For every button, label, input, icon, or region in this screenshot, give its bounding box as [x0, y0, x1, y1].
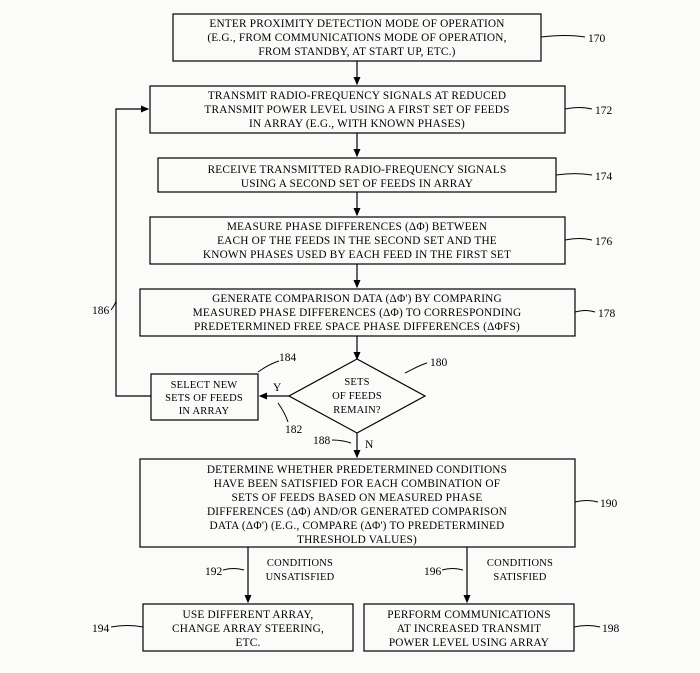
- label-unsat-1: CONDITIONS: [267, 558, 333, 569]
- ref-198: 198: [602, 623, 620, 635]
- ref-192: 192: [205, 566, 223, 578]
- ref-190: 190: [600, 498, 618, 510]
- step-178-line3: PREDETERMINED FREE SPACE PHASE DIFFERENC…: [194, 321, 520, 333]
- step-198-line3: POWER LEVEL USING ARRAY: [389, 637, 549, 649]
- ref-174: 174: [595, 171, 613, 183]
- step-190-line6: THRESHOLD VALUES): [297, 534, 417, 546]
- ref-172: 172: [595, 105, 613, 117]
- step-176-line2: EACH OF THE FEEDS IN THE SECOND SET AND …: [217, 235, 497, 247]
- ref-186: 186: [92, 305, 110, 317]
- step-174-line1: RECEIVE TRANSMITTED RADIO-FREQUENCY SIGN…: [208, 164, 507, 176]
- step-190-line1: DETERMINE WHETHER PREDETERMINED CONDITIO…: [207, 464, 507, 476]
- step-184-line3: IN ARRAY: [179, 406, 230, 417]
- label-unsat-2: UNSATISFIED: [266, 572, 335, 583]
- ref-170: 170: [588, 33, 606, 45]
- step-172-line2: TRANSMIT POWER LEVEL USING A FIRST SET O…: [204, 104, 509, 116]
- label-sat-2: SATISFIED: [493, 572, 546, 583]
- ref-184: 184: [279, 352, 297, 364]
- decision-line2: OF FEEDS: [332, 391, 382, 402]
- step-194-line1: USE DIFFERENT ARRAY,: [183, 609, 314, 621]
- step-178-line2: MEASURED PHASE DIFFERENCES (ΔΦ) TO CORRE…: [193, 307, 522, 319]
- decision-line1: SETS: [344, 377, 369, 388]
- ref-196: 196: [424, 566, 442, 578]
- step-176-line3: KNOWN PHASES USED BY EACH FEED IN THE FI…: [203, 249, 511, 261]
- step-194-line3: ETC.: [236, 637, 261, 649]
- step-170-line2: (E.G., FROM COMMUNICATIONS MODE OF OPERA…: [207, 32, 506, 44]
- step-184-line1: SELECT NEW: [171, 380, 238, 391]
- step-172-line3: IN ARRAY (E.G., WITH KNOWN PHASES): [249, 118, 465, 130]
- step-170-line3: FROM STANDBY, AT START UP, ETC.): [258, 46, 455, 58]
- step-174-line2: USING A SECOND SET OF FEEDS IN ARRAY: [241, 178, 473, 190]
- step-198-line1: PERFORM COMMUNICATIONS: [387, 609, 551, 621]
- ref-178: 178: [598, 308, 616, 320]
- step-190-line3: SETS OF FEEDS BASED ON MEASURED PHASE: [232, 492, 483, 504]
- step-184-line2: SETS OF FEEDS: [165, 393, 243, 404]
- step-194-line2: CHANGE ARRAY STEERING,: [172, 623, 324, 635]
- ref-176: 176: [595, 236, 613, 248]
- label-y: Y: [273, 382, 282, 394]
- label-n: N: [365, 439, 374, 451]
- ref-182: 182: [285, 424, 303, 436]
- step-190-line5: DATA (ΔΦ') (E.G., COMPARE (ΔΦ') TO PREDE…: [210, 520, 505, 532]
- decision-line3: REMAIN?: [333, 405, 381, 416]
- step-198-line2: AT INCREASED TRANSMIT: [397, 623, 541, 635]
- step-176-line1: MEASURE PHASE DIFFERENCES (ΔΦ) BETWEEN: [227, 221, 487, 233]
- step-190-line2: HAVE BEEN SATISFIED FOR EACH COMBINATION…: [214, 478, 500, 490]
- step-190-line4: DIFFERENCES (ΔΦ) AND/OR GENERATED COMPAR…: [207, 506, 507, 518]
- ref-194: 194: [92, 623, 110, 635]
- step-178-line1: GENERATE COMPARISON DATA (ΔΦ') BY COMPAR…: [212, 293, 502, 305]
- ref-188: 188: [313, 435, 331, 447]
- label-sat-1: CONDITIONS: [487, 558, 553, 569]
- step-170-line1: ENTER PROXIMITY DETECTION MODE OF OPERAT…: [209, 18, 504, 30]
- flowchart: ENTER PROXIMITY DETECTION MODE OF OPERAT…: [0, 0, 700, 673]
- ref-180: 180: [430, 357, 448, 369]
- step-172-line1: TRANSMIT RADIO-FREQUENCY SIGNALS AT REDU…: [208, 90, 506, 102]
